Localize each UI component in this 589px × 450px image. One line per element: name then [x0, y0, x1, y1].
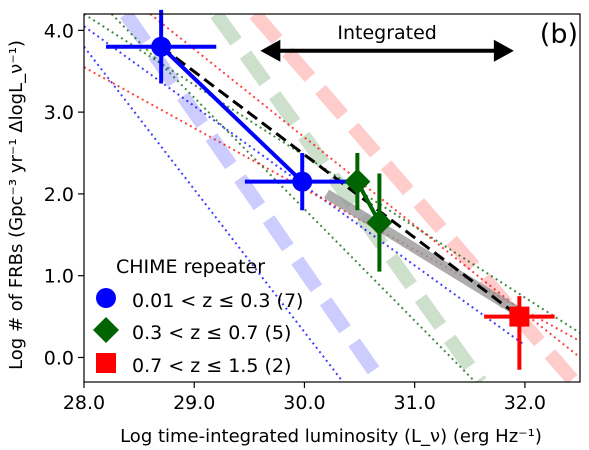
envelope-line: [110, 14, 477, 382]
model-line: [120, 14, 388, 382]
y-tick-label: 2.0: [44, 184, 74, 206]
data-point-circle: [292, 171, 313, 192]
legend-title: CHIME repeater: [116, 256, 265, 278]
data-point-square: [509, 306, 530, 327]
x-tick-label: 31.0: [394, 392, 436, 414]
legend-marker-diamond: [93, 317, 119, 343]
annotation-arrowhead-left: [260, 39, 281, 62]
y-tick-label: 0.0: [44, 347, 74, 369]
y-tick-label: 1.0: [44, 266, 74, 288]
x-tick-label: 32.0: [504, 392, 546, 414]
legend: CHIME repeater 0.01 < z ≤ 0.3 (7) 0.3 < …: [93, 256, 303, 377]
y-axis-label: Log # of FRBs (Gpc⁻³ yr⁻¹ ΔlogL_ν⁻¹): [6, 40, 27, 370]
integrated-label: Integrated: [337, 22, 437, 44]
legend-entry-label: 0.7 < z ≤ 1.5 (2): [132, 355, 291, 377]
data-point-diamond: [344, 168, 371, 195]
envelope-line: [84, 14, 580, 334]
legend-marker-square: [96, 353, 116, 373]
envelope-line: [84, 66, 580, 342]
plot-frame: [83, 13, 581, 383]
y-tick-label: 4.0: [44, 20, 74, 42]
legend-entry-label: 0.01 < z ≤ 0.3 (7): [132, 290, 303, 312]
uncertainty-band: [323, 189, 522, 317]
x-tick-label: 30.0: [283, 392, 325, 414]
x-axis-label: Log time-integrated luminosity (L_ν) (er…: [120, 426, 542, 447]
panel-label: (b): [540, 19, 578, 50]
data-point-circle: [151, 36, 172, 57]
legend-entry-label: 0.3 < z ≤ 0.7 (5): [132, 322, 291, 344]
data-points-layer: [106, 9, 555, 370]
x-tick-label: 29.0: [173, 392, 215, 414]
series-connector-line: [159, 45, 304, 184]
annotation-arrowhead-right: [493, 39, 514, 62]
integrated-annotation: [260, 39, 514, 62]
axes-layer: 28.0 29.0 30.0 31.0 32.0 0.0 1.0 2.0 3.0 4.0: [44, 20, 546, 414]
x-tick-label: 28.0: [63, 392, 105, 414]
legend-marker-circle: [96, 288, 116, 308]
data-point-diamond: [366, 209, 393, 236]
model-line: [210, 14, 487, 382]
y-tick-label: 3.0: [44, 102, 74, 124]
envelope-line: [84, 46, 344, 382]
